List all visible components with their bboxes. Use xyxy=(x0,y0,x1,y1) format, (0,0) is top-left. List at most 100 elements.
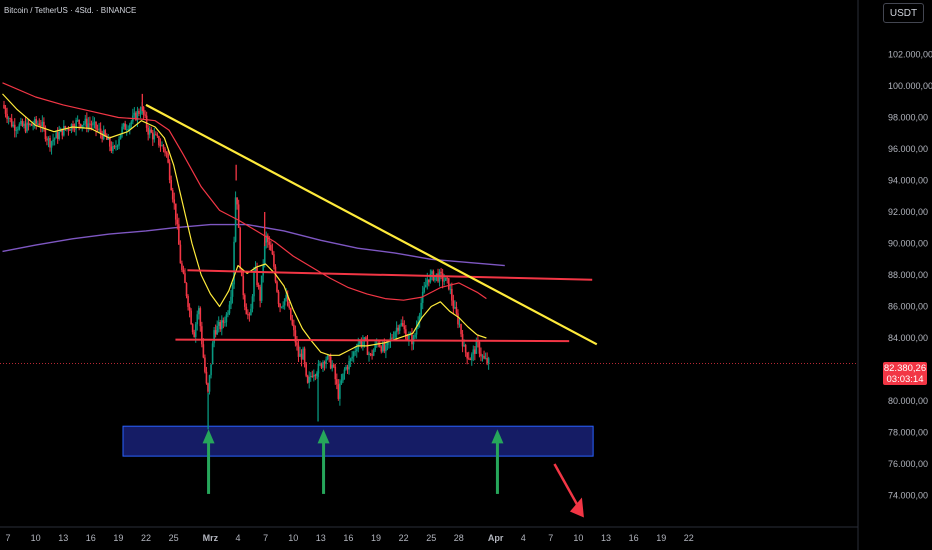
candle-body xyxy=(322,362,324,368)
candle-body xyxy=(92,122,94,126)
candle-body xyxy=(121,126,123,134)
candle-body xyxy=(340,380,343,384)
candle-body xyxy=(109,137,111,147)
candle-body xyxy=(105,135,108,140)
candle-body xyxy=(266,235,269,243)
candle-body xyxy=(20,120,22,125)
candle-body xyxy=(227,313,229,315)
candle-body xyxy=(470,354,473,361)
candle-body xyxy=(486,358,488,364)
candle-body xyxy=(452,300,455,309)
candle-body xyxy=(217,322,220,326)
candle-body xyxy=(366,340,369,355)
candle-body xyxy=(437,273,439,282)
x-tick-label: 19 xyxy=(656,533,666,543)
candle-body xyxy=(270,244,272,251)
candle-body xyxy=(306,375,309,383)
candle-body xyxy=(188,306,191,311)
candle-body xyxy=(26,122,28,132)
candle-body xyxy=(336,379,338,385)
candle-body xyxy=(478,342,481,354)
x-tick-label: Mrz xyxy=(203,533,219,543)
candle-body xyxy=(84,118,87,124)
candle-body xyxy=(197,308,200,315)
candle-body xyxy=(230,296,232,305)
candle-body xyxy=(168,162,171,181)
candle-body xyxy=(467,358,470,360)
candle-body xyxy=(164,148,166,153)
candle-body xyxy=(484,358,487,359)
candle-body xyxy=(10,118,13,127)
candle-body xyxy=(383,343,386,352)
down-arrow-head xyxy=(569,497,584,518)
candle-body xyxy=(277,291,280,304)
candle-body xyxy=(220,320,223,330)
candle-body xyxy=(184,273,186,284)
candle-body xyxy=(135,112,137,121)
candle-body xyxy=(53,138,56,140)
candle-body xyxy=(69,130,71,131)
candle-body xyxy=(319,363,321,365)
ema-fast-line xyxy=(2,93,487,356)
candle-body xyxy=(449,288,452,290)
candle-body xyxy=(331,364,334,369)
candle-body xyxy=(151,132,154,140)
candle-body xyxy=(286,294,289,306)
candle-body xyxy=(49,138,51,148)
candle-body xyxy=(440,271,442,274)
bar-countdown: 03:03:14 xyxy=(886,374,924,385)
up-arrow-head xyxy=(202,429,215,444)
candle-body xyxy=(423,287,426,292)
candle-body xyxy=(316,373,318,376)
candle-body xyxy=(75,120,77,130)
currency-button[interactable]: USDT xyxy=(883,3,924,23)
candle-body xyxy=(196,314,199,325)
candle-body xyxy=(365,337,367,341)
candle-body xyxy=(208,375,211,392)
candle-body xyxy=(378,344,381,347)
x-tick-label: 16 xyxy=(629,533,639,543)
candle-body xyxy=(349,358,352,361)
candle-body xyxy=(248,314,251,316)
candle-body xyxy=(46,139,48,141)
y-tick-label: 96.000,00 xyxy=(888,144,928,154)
candle-body xyxy=(237,204,240,228)
candle-body xyxy=(285,294,288,299)
candle-body xyxy=(150,129,153,133)
candle-body xyxy=(293,324,295,331)
candle-body xyxy=(27,122,30,126)
candle-body xyxy=(233,241,235,285)
candle-body xyxy=(337,384,340,399)
candle-body xyxy=(305,362,307,376)
candle-body xyxy=(122,123,125,127)
candle-body xyxy=(268,242,271,245)
x-tick-label: 10 xyxy=(31,533,41,543)
candle-body xyxy=(250,308,252,316)
candle-body xyxy=(81,124,84,128)
down-arrow xyxy=(553,463,582,511)
candle-body xyxy=(165,152,168,154)
symbol-title: Bitcoin / TetherUS · 4Std. · BINANCE xyxy=(4,6,137,15)
candle-body xyxy=(487,358,490,364)
candle-body xyxy=(414,334,416,338)
candle-body xyxy=(472,349,475,355)
candle-body xyxy=(455,307,458,314)
last-price-badge: 82.380,26 03:03:14 xyxy=(883,362,927,385)
y-tick-label: 80.000,00 xyxy=(888,396,928,406)
candle-body xyxy=(326,355,329,360)
candle-body xyxy=(346,366,349,370)
candle-body xyxy=(311,375,314,377)
candle-body xyxy=(236,197,238,205)
x-tick-label: 16 xyxy=(343,533,353,543)
candle-body xyxy=(17,129,19,131)
candle-body xyxy=(213,330,215,344)
candle-body xyxy=(82,123,85,125)
candle-body xyxy=(265,235,268,243)
candle-body xyxy=(190,310,192,325)
candle-body xyxy=(262,265,264,276)
candle-body xyxy=(329,356,332,369)
candle-body xyxy=(32,125,34,127)
last-price-value: 82.380,26 xyxy=(883,363,927,374)
candle-body xyxy=(79,124,82,128)
